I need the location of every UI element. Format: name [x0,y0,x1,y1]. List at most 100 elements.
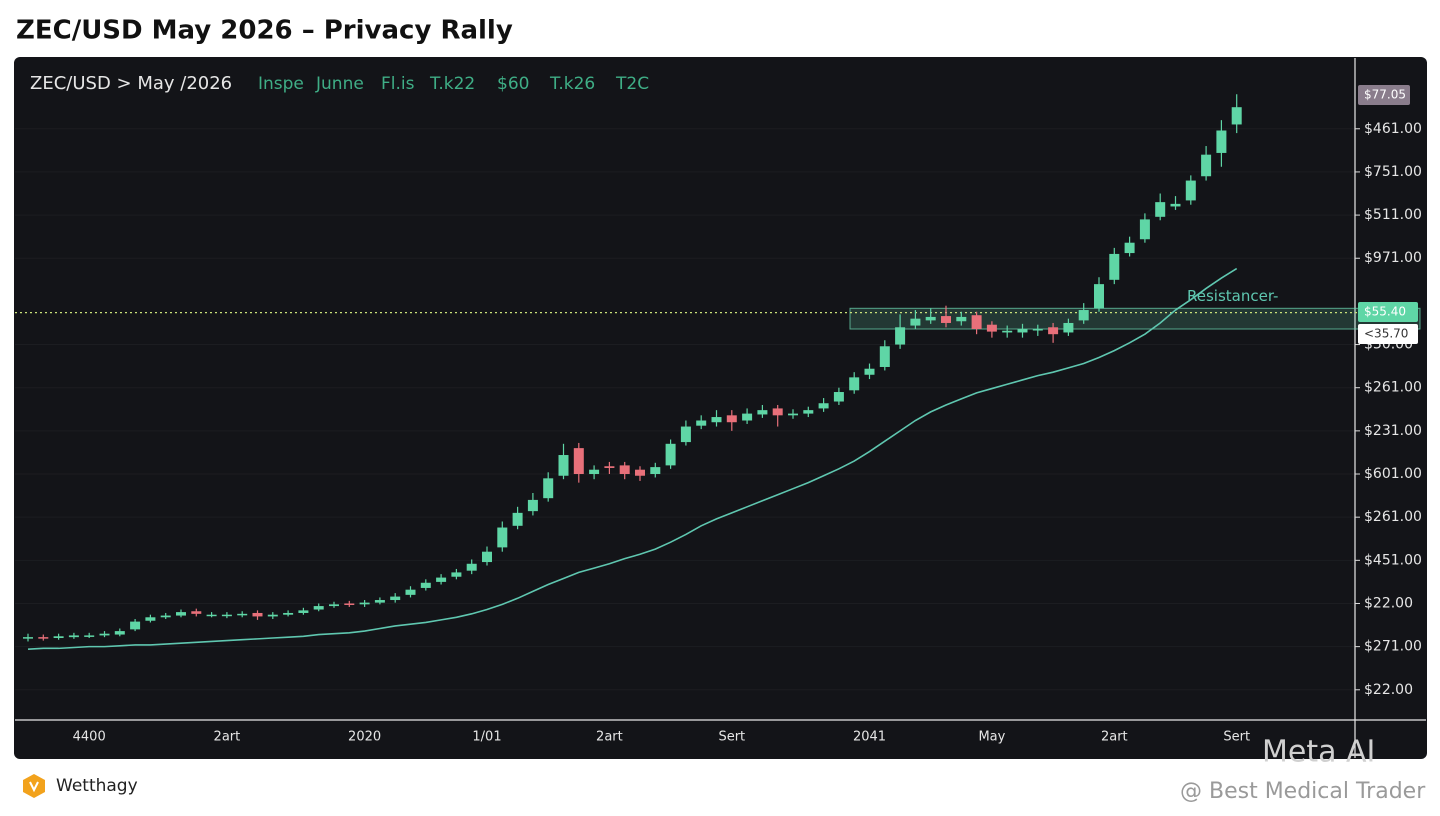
candle-body [221,614,232,617]
candle-body [237,613,248,616]
candle-body [420,582,431,588]
price-badge [1358,302,1418,322]
plot-background [14,57,1427,759]
chart-title: ZEC/USD May 2026 – Privacy Rally [16,16,513,46]
watermark: Meta AI [1262,735,1375,770]
candle-body [344,603,355,605]
candle-body [879,346,890,367]
toolbar-item: Fl.is [381,74,415,94]
candle-body [650,467,661,475]
y-tick-label: $451.00 [1364,552,1422,568]
candle-body [956,316,967,322]
candle-body [665,443,676,466]
candle-body [84,635,95,637]
candle-body [130,621,141,630]
price-badge [1358,85,1410,105]
y-tick-label: $511.00 [1364,207,1422,223]
candle-body [38,637,49,639]
candle-body [971,315,982,330]
y-tick-label: $231.00 [1364,423,1422,439]
candle-body [497,527,508,548]
toolbar-item: Junne [315,74,364,94]
candle-body [436,577,447,582]
candle-body [1124,242,1135,254]
candle-body [757,410,768,415]
source: Wetthagy [56,776,138,796]
candle-body [1078,310,1089,321]
candle-body [114,631,125,635]
candle-body [405,589,416,595]
candle-body [1155,202,1166,217]
candle-body [803,410,814,414]
x-tick-label: 1/01 [472,730,501,745]
candle-body [482,551,492,563]
candle-body [527,499,538,512]
y-tick-label: $261.00 [1364,509,1422,525]
candle-body [635,469,645,476]
candle-body [1002,330,1013,333]
candle-body [1109,253,1120,280]
candle-body [726,415,737,423]
candle-body [329,604,339,607]
candle-body [711,417,722,423]
candle-body [941,316,951,323]
candle-body [176,612,186,616]
candle-body [1201,154,1212,177]
x-tick-label: 2art [1101,730,1128,745]
price-badge-label: <35.70 [1364,327,1408,341]
y-tick-label: $601.00 [1364,466,1422,482]
candle-body [772,408,783,416]
x-tick-label: 2art [214,730,241,745]
resistance-label: Resistancer- [1187,287,1278,305]
candle-body [589,469,600,475]
price-badge-label: $77.05 [1364,88,1406,102]
candle-body [818,403,829,409]
candle-body [160,615,171,618]
candle-body [191,611,202,614]
candle-body [252,612,263,617]
candle-body [145,617,156,621]
y-tick-label: $751.00 [1364,164,1422,180]
candle-body [1231,107,1242,125]
candle-body [466,563,477,571]
candle-body [267,614,278,617]
candle-body [390,596,401,601]
toolbar-item: T.k22 [429,74,475,94]
y-tick-label: $461.00 [1364,121,1422,137]
x-tick-label: 2041 [853,730,886,745]
credit: @ Best Medical Trader [1180,779,1426,804]
candle-body [680,426,691,443]
candle-body [1032,329,1043,331]
candle-body [53,636,64,639]
y-tick-label: $261.00 [1364,380,1422,396]
y-tick-label: $22.00 [1364,595,1413,611]
candle-body [1048,327,1059,335]
toolbar-item: T2C [615,74,649,94]
toolbar-item: Inspe [258,74,304,94]
candle-body [206,614,217,617]
candle-body [604,466,615,468]
candle-body [451,572,462,577]
source-icon [23,774,45,798]
x-tick-label: Sert [718,730,745,745]
candle-body [742,413,753,421]
x-tick-label: May [978,730,1005,745]
moving-average [27,267,1238,651]
candle-body [1063,322,1074,333]
candle-body [359,602,370,605]
toolbar-item: $60 [497,74,529,94]
candle-body [374,600,385,603]
x-tick-label: 2art [596,730,623,745]
candle-body [573,448,584,475]
candle-body [1185,180,1196,201]
candle-body [864,368,875,375]
price-badge [1358,324,1418,344]
symbol-label: ZEC/USD > May /2026 [30,73,232,94]
candle-body [910,318,921,326]
price-badge-label: $55.40 [1364,305,1406,319]
x-tick-label: 4400 [73,730,106,745]
candle-body [283,612,294,615]
candle-body [895,327,906,345]
